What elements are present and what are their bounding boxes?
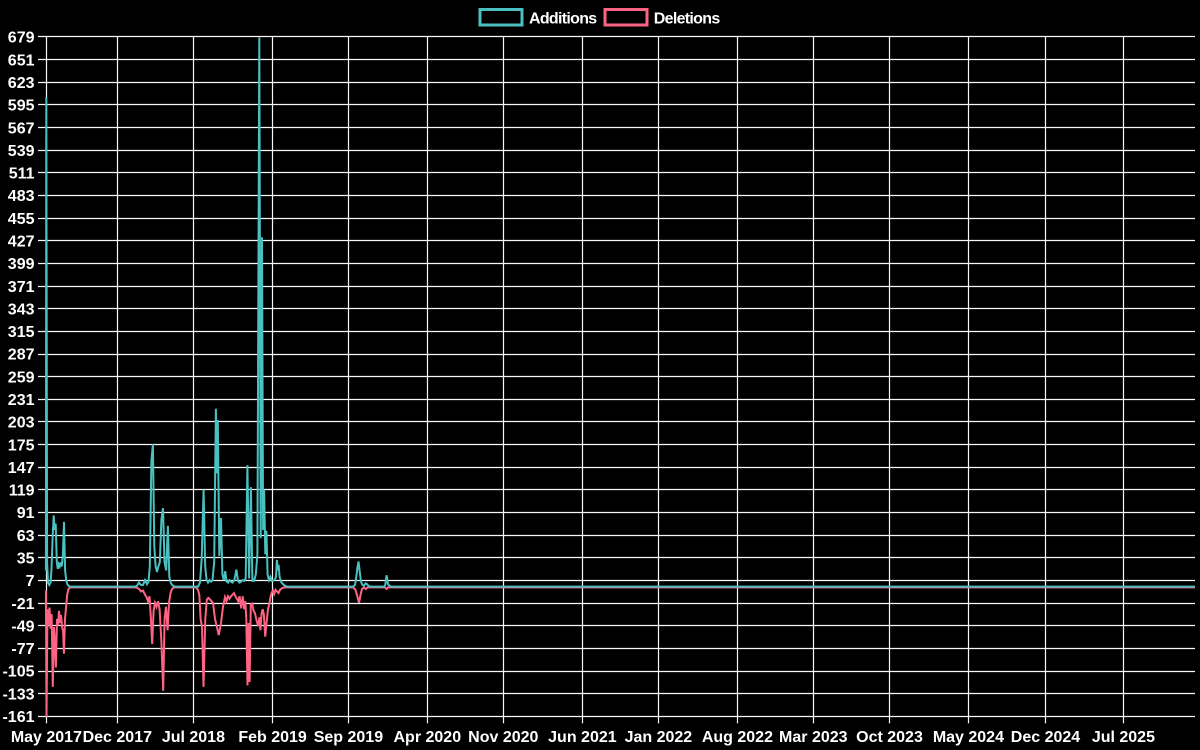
svg-text:623: 623 [8, 75, 35, 92]
svg-text:371: 371 [8, 279, 35, 296]
svg-text:343: 343 [8, 301, 35, 318]
svg-text:427: 427 [8, 234, 35, 251]
svg-text:May 2024: May 2024 [933, 729, 1004, 746]
svg-text:Feb 2019: Feb 2019 [238, 729, 307, 746]
svg-text:Deletions: Deletions [654, 11, 721, 28]
svg-text:-49: -49 [11, 618, 34, 635]
svg-text:Mar 2023: Mar 2023 [779, 729, 848, 746]
svg-text:63: 63 [17, 528, 35, 545]
svg-text:-161: -161 [2, 709, 34, 726]
svg-text:7: 7 [26, 573, 35, 590]
svg-text:Jul 2025: Jul 2025 [1092, 729, 1155, 746]
svg-text:203: 203 [8, 415, 35, 432]
svg-text:Jan 2022: Jan 2022 [625, 729, 693, 746]
svg-text:Apr 2020: Apr 2020 [394, 729, 462, 746]
svg-text:May 2017: May 2017 [11, 729, 82, 746]
svg-text:35: 35 [17, 551, 35, 568]
svg-text:511: 511 [9, 166, 35, 183]
svg-text:-105: -105 [2, 664, 34, 681]
svg-text:679: 679 [8, 30, 35, 47]
svg-text:287: 287 [8, 347, 35, 364]
svg-text:Aug 2022: Aug 2022 [702, 729, 773, 746]
svg-text:595: 595 [8, 98, 35, 115]
svg-text:651: 651 [8, 52, 35, 69]
svg-text:175: 175 [8, 437, 35, 454]
svg-text:119: 119 [9, 483, 35, 500]
svg-text:-21: -21 [11, 596, 34, 613]
svg-text:315: 315 [8, 324, 35, 341]
svg-text:455: 455 [8, 211, 35, 228]
svg-text:147: 147 [8, 460, 35, 477]
svg-text:91: 91 [17, 505, 35, 522]
svg-text:Dec 2024: Dec 2024 [1011, 729, 1080, 746]
svg-text:Dec 2017: Dec 2017 [83, 729, 152, 746]
svg-text:Jul 2018: Jul 2018 [162, 729, 225, 746]
svg-text:259: 259 [8, 369, 35, 386]
svg-text:Jun 2021: Jun 2021 [548, 729, 617, 746]
svg-text:567: 567 [8, 120, 35, 137]
svg-text:-133: -133 [2, 686, 34, 703]
svg-text:399: 399 [8, 256, 35, 273]
svg-text:539: 539 [8, 143, 35, 160]
svg-text:231: 231 [8, 392, 35, 409]
svg-text:Nov 2020: Nov 2020 [468, 729, 538, 746]
svg-text:Oct 2023: Oct 2023 [856, 729, 923, 746]
svg-text:Additions: Additions [529, 11, 597, 28]
svg-text:-77: -77 [11, 641, 34, 658]
svg-text:Sep 2019: Sep 2019 [314, 729, 383, 746]
svg-text:483: 483 [8, 188, 35, 205]
